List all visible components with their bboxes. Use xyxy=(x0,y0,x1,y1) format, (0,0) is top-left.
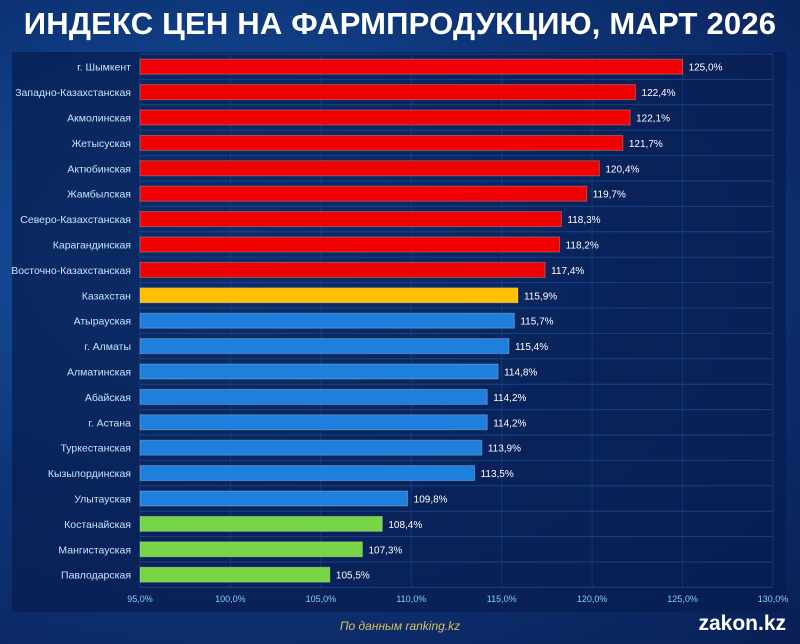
category-label: Мангистауская xyxy=(58,544,131,556)
data-label: 115,7% xyxy=(520,317,553,328)
category-label: Жамбылская xyxy=(67,189,131,201)
data-label: 118,3% xyxy=(567,215,600,226)
category-label: Алматинская xyxy=(67,367,131,379)
category-label: Улытауская xyxy=(74,494,131,506)
x-tick-label: 115,0% xyxy=(487,594,517,604)
category-label: Восточно-Казахстанская xyxy=(11,265,131,277)
bar xyxy=(139,134,624,151)
category-label: Павлодарская xyxy=(61,570,131,582)
chart-title: ИНДЕКС ЦЕН НА ФАРМПРОДУКЦИЮ, МАРТ 2026 xyxy=(23,6,777,41)
bar xyxy=(139,211,562,228)
category-label: Актюбинская xyxy=(67,163,131,175)
bar xyxy=(139,312,515,329)
data-label: 115,4% xyxy=(515,342,548,353)
bar xyxy=(139,414,488,431)
data-label: 122,4% xyxy=(642,88,676,99)
data-label: 107,3% xyxy=(368,545,402,556)
data-label: 117,4% xyxy=(551,266,584,277)
x-tick-label: 95,0% xyxy=(127,594,153,604)
x-tick-label: 120,0% xyxy=(577,594,608,604)
category-label: Туркестанская xyxy=(60,443,131,455)
data-label: 115,9% xyxy=(524,291,557,302)
category-label: г. Шымкент xyxy=(77,62,131,74)
bar xyxy=(139,185,588,202)
x-tick-label: 125,0% xyxy=(667,594,698,604)
x-tick-label: 100,0% xyxy=(215,594,246,604)
bar xyxy=(139,109,631,126)
data-label: 114,2% xyxy=(493,393,526,404)
data-label: 105,5% xyxy=(336,571,370,582)
bar xyxy=(139,439,483,456)
category-label: Карагандинская xyxy=(53,240,131,252)
data-label: 108,4% xyxy=(388,520,422,531)
bar xyxy=(139,160,600,177)
bar xyxy=(139,236,561,253)
category-label: Казахстан xyxy=(82,290,131,302)
bar xyxy=(139,261,546,278)
category-label: Костанайская xyxy=(64,519,131,531)
data-label: 119,7% xyxy=(593,190,626,201)
category-label: Северо-Казахстанская xyxy=(20,214,131,226)
data-label: 113,9% xyxy=(488,444,521,455)
category-label: Западно-Казахстанская xyxy=(15,87,131,99)
category-label: Атырауская xyxy=(74,316,131,328)
category-label: Кызылординская xyxy=(48,468,131,480)
zakon-logo: zakon.kz xyxy=(698,612,786,635)
data-label: 118,2% xyxy=(566,241,599,252)
bar xyxy=(139,84,637,101)
bar xyxy=(139,465,476,482)
bar xyxy=(139,566,331,583)
data-label: 121,7% xyxy=(629,139,663,150)
category-label: г. Астана xyxy=(88,417,131,429)
data-label: 122,1% xyxy=(636,114,670,125)
bar xyxy=(139,541,363,558)
data-label: 109,8% xyxy=(414,495,448,506)
data-label: 120,4% xyxy=(605,164,639,175)
x-tick-label: 130,0% xyxy=(758,594,789,604)
category-label: Акмолинская xyxy=(67,113,131,125)
data-label: 125,0% xyxy=(689,63,723,74)
bar xyxy=(139,363,499,380)
source-note: По данным ranking.kz xyxy=(339,619,461,633)
category-label: г. Алматы xyxy=(84,341,131,353)
data-label: 114,2% xyxy=(493,418,526,429)
data-label: 114,8% xyxy=(504,368,537,379)
bar xyxy=(139,338,510,355)
bar xyxy=(139,490,409,507)
bar xyxy=(139,287,519,304)
category-label: Жетысуская xyxy=(72,138,131,150)
x-tick-label: 110,0% xyxy=(396,594,426,604)
bar xyxy=(139,388,488,405)
x-tick-label: 105,0% xyxy=(306,594,337,604)
data-label: 113,5% xyxy=(481,469,514,480)
bar xyxy=(139,58,684,75)
category-label: Абайская xyxy=(85,392,131,404)
bar xyxy=(139,515,383,532)
